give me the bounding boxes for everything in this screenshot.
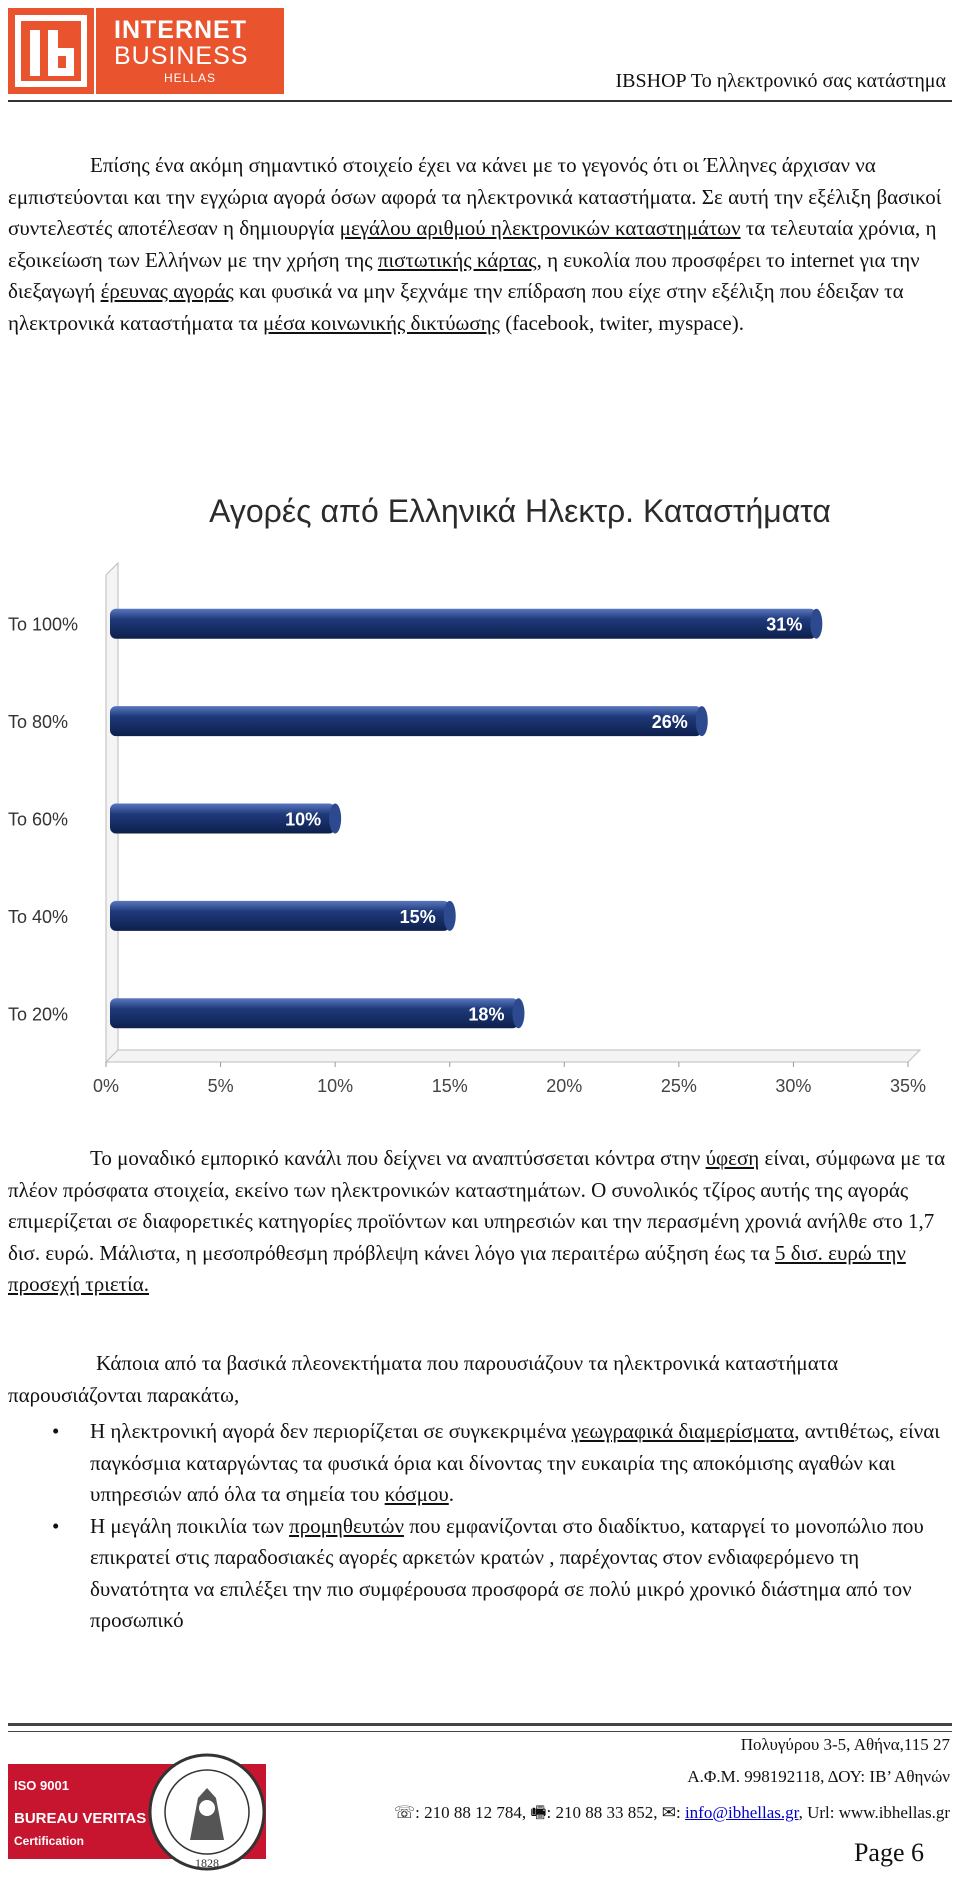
y-category-label: Το 20% bbox=[8, 1004, 68, 1024]
x-tick-label: 20% bbox=[546, 1076, 582, 1096]
footer-contact: ☏: 210 88 12 784, 🖷: 210 88 33 852, ✉: i… bbox=[394, 1800, 950, 1829]
text: Η μεγάλη ποικιλία των bbox=[90, 1513, 290, 1538]
list-item: • Η μεγάλη ποικιλία των προμηθευτών που ε… bbox=[8, 1511, 958, 1637]
logo-line-3: HELLAS bbox=[163, 71, 217, 85]
text: : bbox=[675, 1803, 685, 1822]
link-recession[interactable]: ύφεση bbox=[705, 1146, 760, 1170]
email-link[interactable]: info@ibhellas.gr bbox=[684, 1803, 799, 1822]
link-credit-card[interactable]: πιστωτικής κάρτας bbox=[377, 247, 537, 272]
bar bbox=[110, 998, 519, 1029]
x-tick-label: 15% bbox=[432, 1076, 468, 1096]
purchases-bar-chart: Αγορές από Ελληνικά Ηλεκτρ. Καταστήματα 0… bbox=[8, 493, 926, 1096]
bullet-icon: • bbox=[52, 1419, 60, 1443]
url-text: , Url: www.ibhellas.gr bbox=[798, 1803, 950, 1822]
bar-end-cap bbox=[695, 706, 708, 737]
seal-year: 1828 bbox=[195, 1856, 219, 1870]
text: και φυσικά να μην ξεχνάμε την επίδραση π… bbox=[8, 279, 904, 335]
text: . bbox=[448, 1482, 455, 1506]
text: , αντιθέτως, είναι παγκόσμια καταργώντας… bbox=[90, 1419, 940, 1506]
text: που εμφανίζονται στο διαδίκτυο, καταργεί… bbox=[90, 1513, 924, 1633]
x-tick-label: 10% bbox=[317, 1076, 353, 1096]
bar bbox=[110, 706, 702, 737]
y-category-label: Το 40% bbox=[8, 907, 68, 927]
bullet-icon: • bbox=[52, 1513, 60, 1538]
iso-standard: ISO 9001 bbox=[14, 1778, 69, 1793]
bar-value-label: 26% bbox=[652, 712, 688, 732]
text: Επίσης ένα ακόμη σημαντικό στοιχείο έχει… bbox=[8, 153, 942, 240]
link-world[interactable]: κόσμου bbox=[384, 1482, 449, 1506]
paragraph-intro: Επίσης ένα ακόμη σημαντικό στοιχείο έχει… bbox=[8, 150, 953, 339]
footer-address: Πολυγύρου 3-5, Αθήνα,115 27 bbox=[740, 1735, 950, 1754]
x-tick-label: 0% bbox=[93, 1076, 119, 1096]
iso-certifier: BUREAU VERITAS bbox=[14, 1810, 147, 1827]
iso-caption: Certification bbox=[14, 1834, 85, 1848]
text: , η ευκολία που προσφέρει το internet γι… bbox=[8, 247, 920, 304]
header-divider bbox=[8, 100, 952, 102]
bar-end-cap bbox=[810, 608, 823, 639]
bar-end-cap bbox=[512, 998, 525, 1029]
bar-end-cap bbox=[443, 900, 456, 931]
header-title: IBSHOP Το ηλεκτρονικό σας κατάστημα bbox=[615, 70, 947, 92]
bar-end-cap bbox=[329, 803, 342, 834]
bureau-veritas-seal-icon: 1828 bbox=[148, 1753, 266, 1871]
text: (facebook, twiter, myspace). bbox=[499, 310, 744, 335]
page-number: Page 6 bbox=[853, 1838, 924, 1867]
x-tick-label: 25% bbox=[661, 1076, 697, 1096]
list-item: • Η ηλεκτρονική αγορά δεν περιορίζεται σε… bbox=[8, 1416, 958, 1511]
link-forecast[interactable]: 5 δισ. ευρώ την προσεχή τριετία. bbox=[8, 1240, 906, 1297]
footer-tax-info: Α.Φ.Μ. 998192118, ΔΟΥ: ΙΒ’ Αθηνών bbox=[687, 1767, 950, 1786]
link-social-media[interactable]: μέσα κοινωνικής δικτύωσης bbox=[263, 310, 500, 335]
logo-wordmark: INTERNET BUSINESS HELLAS bbox=[96, 8, 284, 94]
logo-line-2: BUSINESS bbox=[114, 42, 249, 70]
x-tick-label: 35% bbox=[890, 1076, 926, 1096]
bar bbox=[110, 608, 817, 639]
y-category-label: Το 60% bbox=[8, 810, 68, 830]
fax-icon: 🖷 bbox=[530, 1803, 547, 1822]
fax-number: : 210 88 33 852, bbox=[546, 1803, 662, 1822]
link-geographic[interactable]: γεωγραφικά διαμερίσματα bbox=[571, 1419, 795, 1443]
mail-icon: ✉ bbox=[661, 1803, 676, 1822]
x-tick-label: 30% bbox=[775, 1076, 811, 1096]
bar-value-label: 18% bbox=[468, 1004, 504, 1024]
paragraph-advantages: Κάποια από τα βασικά πλεονεκτήματα που π… bbox=[8, 1351, 839, 1407]
y-category-label: Το 100% bbox=[8, 615, 78, 635]
text: Η ηλεκτρονική αγορά δεν περιορίζεται σε … bbox=[90, 1419, 572, 1443]
ib-logo-mark bbox=[8, 8, 94, 94]
link-suppliers[interactable]: προμηθευτών bbox=[289, 1513, 404, 1538]
advantages-list: • Η ηλεκτρονική αγορά δεν περιορίζεται σε… bbox=[8, 1416, 958, 1637]
bar-value-label: 15% bbox=[400, 907, 436, 927]
text: Το μοναδικό εμπορικό κανάλι που δείχνει … bbox=[90, 1146, 706, 1170]
y-category-label: Το 80% bbox=[8, 712, 68, 732]
bar bbox=[110, 803, 336, 834]
company-logo: INTERNET BUSINESS HELLAS bbox=[8, 8, 284, 94]
phone-icon: ☏ bbox=[393, 1803, 416, 1822]
link-market-research[interactable]: έρευνας αγοράς bbox=[100, 279, 234, 303]
text: είναι, σύμφωνα με τα πλέον πρόσφατα στοι… bbox=[8, 1146, 946, 1265]
link-online-stores[interactable]: μεγάλου αριθμού ηλεκτρονικών καταστημάτω… bbox=[339, 216, 741, 240]
bar-value-label: 10% bbox=[285, 810, 321, 830]
x-tick-label: 5% bbox=[208, 1076, 234, 1096]
logo-line-1: INTERNET bbox=[114, 16, 247, 44]
footer-divider bbox=[8, 1723, 952, 1732]
text: τα τελευταία χρόνια, η εξοικείωση των Ελ… bbox=[8, 216, 937, 272]
bar-value-label: 31% bbox=[766, 615, 802, 635]
chart-title: Αγορές από Ελληνικά Ηλεκτρ. Καταστήματα bbox=[209, 493, 831, 529]
bar bbox=[110, 900, 450, 931]
chart-floor bbox=[104, 1049, 922, 1063]
paragraph-growth: Το μοναδικό εμπορικό κανάλι που δείχνει … bbox=[8, 1143, 953, 1301]
phone-number: : 210 88 12 784, bbox=[415, 1803, 531, 1822]
